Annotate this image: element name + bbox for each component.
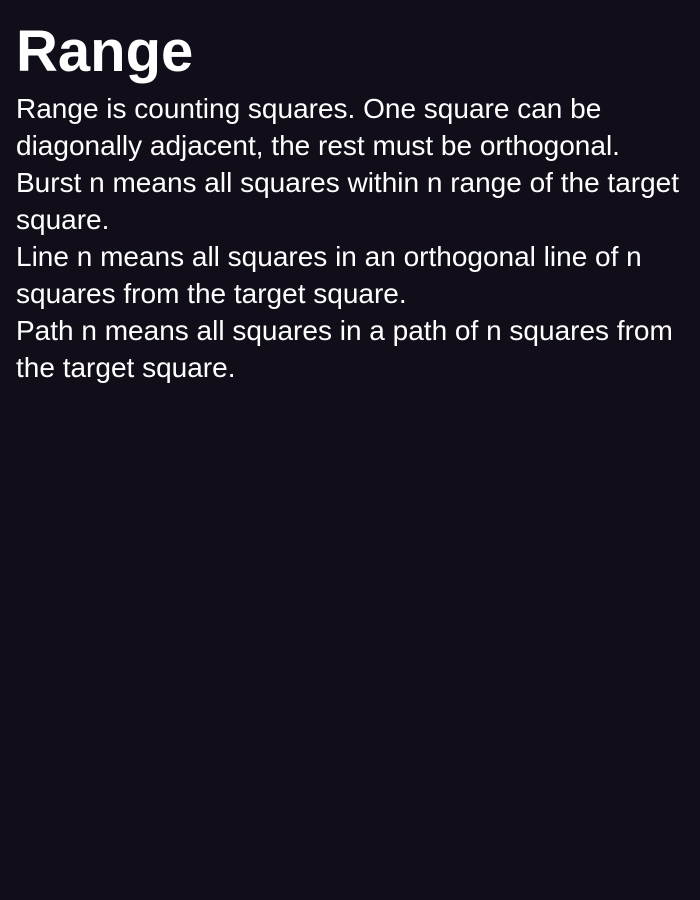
path-definition-paragraph: Path n means all squares in a path of n … — [16, 315, 673, 383]
burst-definition-paragraph: Burst n means all squares within n range… — [16, 167, 680, 235]
line-definition-paragraph: Line n means all squares in an orthogona… — [16, 241, 642, 309]
range-description: Range is counting squares. One square ca… — [16, 90, 688, 386]
range-definition-paragraph: Range is counting squares. One square ca… — [16, 93, 620, 161]
page-title: Range — [16, 19, 194, 84]
